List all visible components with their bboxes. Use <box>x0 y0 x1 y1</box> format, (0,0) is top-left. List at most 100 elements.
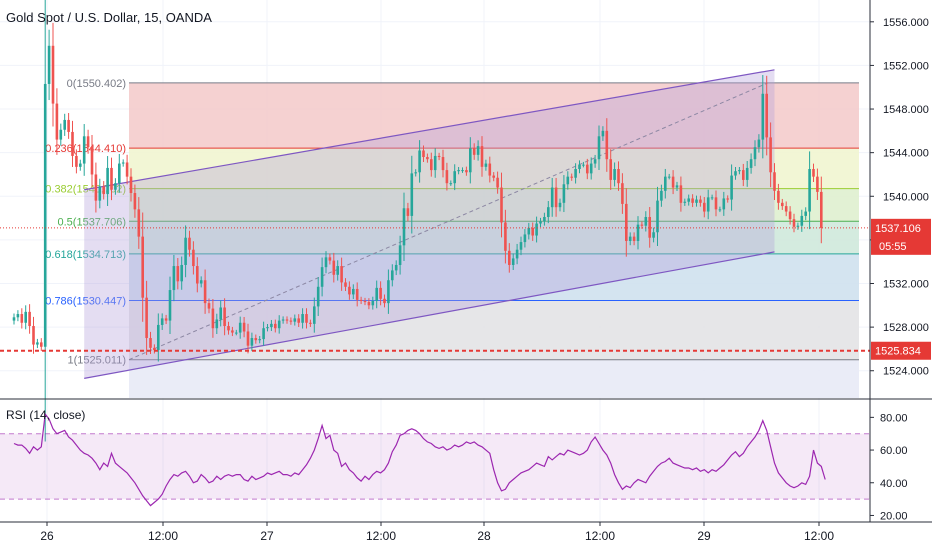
candle-body <box>492 175 495 178</box>
candle-body <box>106 167 109 195</box>
candle-body <box>344 282 347 287</box>
candle-body <box>63 119 66 130</box>
candle-body <box>703 202 706 212</box>
candle-body <box>484 163 488 167</box>
candle-body <box>430 159 433 171</box>
candle-body <box>246 331 250 346</box>
candle-body <box>121 162 125 164</box>
fib-zone <box>129 221 859 254</box>
fib-zone <box>129 148 859 189</box>
candle-body <box>254 338 258 341</box>
candle-body <box>488 163 492 176</box>
axes: 1556.000 1552.000 1548.000 1544.000 1540.000… <box>0 0 932 543</box>
candle-body <box>765 93 768 138</box>
candle-body <box>141 236 144 298</box>
rsi-line <box>13 412 826 507</box>
time-tick-label: 12:00 <box>366 529 396 543</box>
rsi-tick-label: 80.00 <box>880 412 908 424</box>
candle-body <box>133 193 137 210</box>
price-tick-label: 1540.000 <box>883 191 929 203</box>
candle-body <box>543 216 546 222</box>
candle-body <box>297 318 300 323</box>
candle-body <box>418 150 421 173</box>
candle-body <box>582 164 585 166</box>
candle-body <box>589 163 593 174</box>
candle-body <box>71 131 74 156</box>
rsi-tick-label: 60.00 <box>880 445 908 457</box>
candle-body <box>597 136 601 160</box>
fib-level-label: 0.618(1534.713) <box>45 249 126 261</box>
candle-body <box>172 266 176 291</box>
candle-body <box>277 320 281 329</box>
candle-body <box>812 169 815 177</box>
candle-body <box>648 216 651 238</box>
price-overlay <box>0 227 870 352</box>
candle-body <box>149 338 152 348</box>
candle-body <box>102 186 105 195</box>
time-tick-label: 26 <box>40 529 54 543</box>
candle-body <box>808 169 811 212</box>
candle-body <box>203 280 207 304</box>
candle-body <box>40 342 43 347</box>
candle-body <box>445 170 449 184</box>
candle-body <box>164 318 168 321</box>
candle-body <box>660 190 663 201</box>
fib-zone <box>129 359 859 398</box>
candle-body <box>640 224 644 226</box>
candle-body <box>465 170 468 173</box>
candle-body <box>586 164 589 174</box>
candle-body <box>355 288 359 300</box>
candle-body <box>730 175 733 200</box>
current-price-label-bg <box>871 218 931 255</box>
candle-body <box>656 200 659 233</box>
candle-body <box>332 260 336 275</box>
rsi-title: RSI (14, close) <box>6 408 86 422</box>
price-tick-label: 1532.000 <box>883 279 929 291</box>
candle-body <box>570 176 573 178</box>
candle-body <box>745 167 749 180</box>
candle-body <box>129 176 133 194</box>
candle-body <box>433 155 437 171</box>
time-tick-label: 12:00 <box>804 529 834 543</box>
candle-body <box>219 307 222 320</box>
rsi-tick-label: 40.00 <box>880 478 908 490</box>
candle-body <box>285 319 289 321</box>
candle-body <box>394 264 398 271</box>
candle-body <box>609 159 612 180</box>
time-tick-label: 29 <box>697 529 711 543</box>
candle-body <box>769 137 772 173</box>
candle-body <box>683 201 687 203</box>
candle-body <box>231 330 234 333</box>
candle-body <box>781 202 784 207</box>
candle-body <box>574 169 577 178</box>
candle-body <box>328 257 332 261</box>
candle-body <box>227 326 230 331</box>
candle-body <box>336 266 339 275</box>
candle-body <box>804 211 807 216</box>
candle-body <box>352 288 355 295</box>
candle-body <box>398 245 402 265</box>
candle-body <box>687 198 690 202</box>
candle-body <box>426 157 429 160</box>
price-tick-label: 1544.000 <box>883 148 929 160</box>
candle-body <box>617 169 620 184</box>
candle-body <box>437 155 441 158</box>
candle-body <box>16 314 20 318</box>
candle-body <box>410 173 414 216</box>
candle-body <box>496 177 499 188</box>
candle-body <box>699 199 702 203</box>
candle-body <box>391 270 394 281</box>
rsi-band <box>0 433 870 500</box>
candle-body <box>94 174 98 201</box>
candle-body <box>363 300 367 303</box>
candle-body <box>137 209 141 237</box>
candle-body <box>324 257 328 268</box>
candle-body <box>309 322 312 324</box>
candle-body <box>800 215 804 226</box>
fibonacci-retracement: 0(1550.402)0.236(1544.410)0.382(1540.702… <box>45 78 859 398</box>
candle-body <box>667 176 671 178</box>
candle-body <box>379 287 382 299</box>
candle-body <box>90 147 94 175</box>
candle-body <box>632 236 636 241</box>
rsi-tick-label: 20.00 <box>880 510 908 522</box>
